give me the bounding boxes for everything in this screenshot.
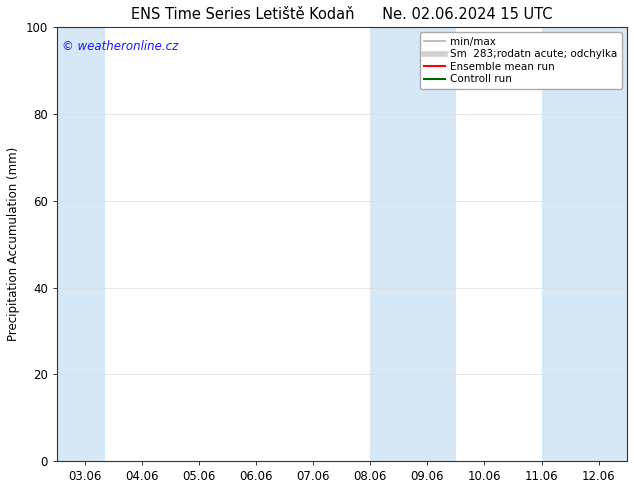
Legend: min/max, Sm  283;rodatn acute; odchylka, Ensemble mean run, Controll run: min/max, Sm 283;rodatn acute; odchylka, … (420, 32, 622, 89)
Bar (370, 27, 456, 461)
Bar (57, 27, 105, 461)
Y-axis label: Precipitation Accumulation (mm): Precipitation Accumulation (mm) (7, 147, 20, 341)
Title: ENS Time Series Letiště Kodaň      Ne. 02.06.2024 15 UTC: ENS Time Series Letiště Kodaň Ne. 02.06.… (131, 7, 553, 22)
Text: © weatheronline.cz: © weatheronline.cz (63, 40, 179, 53)
Bar (541, 27, 627, 461)
